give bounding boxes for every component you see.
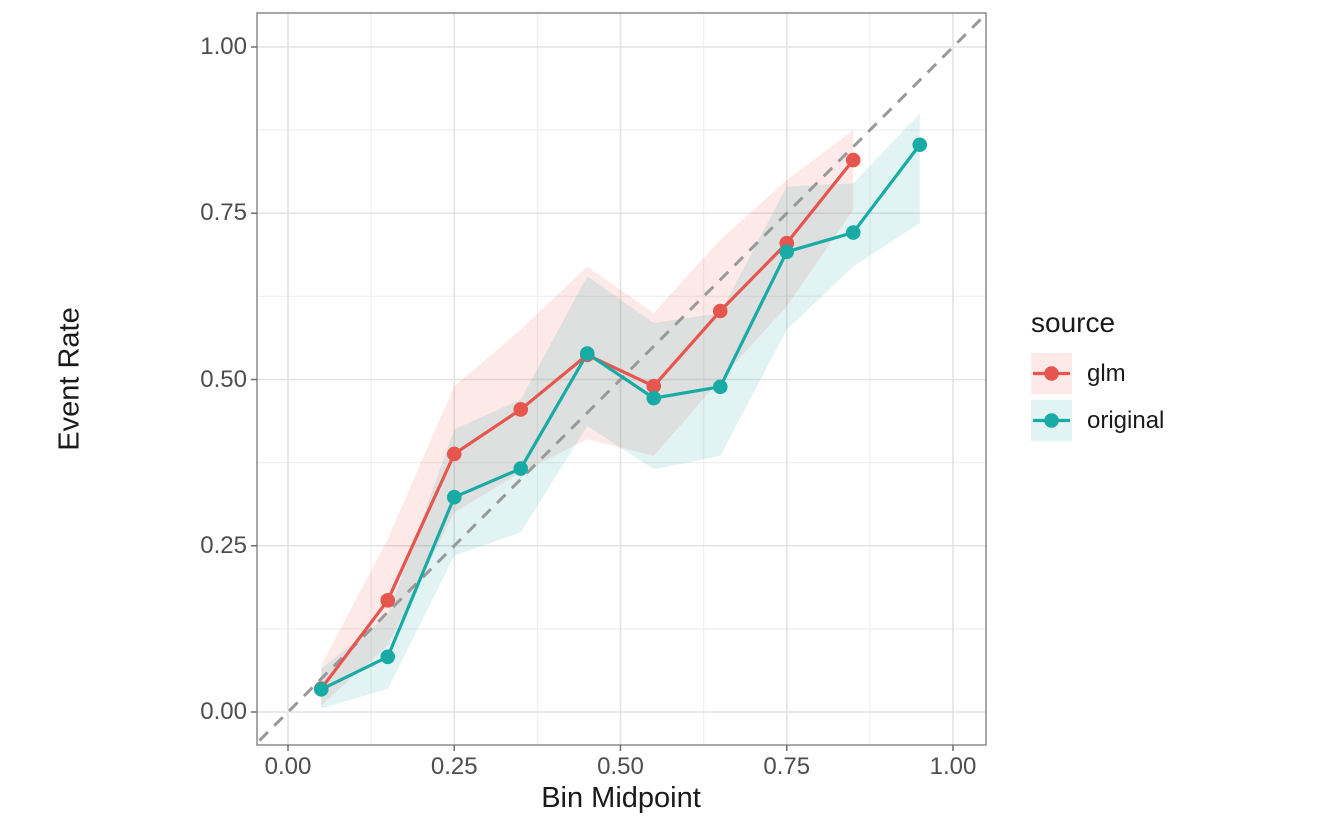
point-glm (380, 592, 396, 608)
legend: source glm original (1031, 307, 1164, 447)
y-tick-label: 0.00 (200, 698, 247, 725)
x-tick-label: 0.50 (597, 753, 644, 780)
point-original (912, 137, 928, 153)
legend-glyph-glm (1033, 366, 1070, 381)
legend-glyph-original (1033, 413, 1070, 428)
x-tick-label: 0.75 (763, 753, 811, 780)
y-tick-label: 1.00 (200, 33, 247, 60)
x-tick-label: 0.25 (430, 753, 478, 780)
point-original (779, 244, 795, 260)
legend-item-glm: glm (1031, 353, 1164, 394)
legend-key-original (1031, 400, 1072, 441)
y-axis-title: Event Rate (53, 307, 86, 451)
legend-label-glm: glm (1087, 359, 1126, 387)
line-original (320, 143, 922, 691)
legend-item-original: original (1031, 400, 1164, 441)
y-tick-label: 0.50 (200, 365, 247, 393)
point-original (845, 225, 861, 240)
legend-items: glm original (1031, 353, 1164, 441)
y-tick-label: 0.75 (200, 199, 247, 227)
point-original (513, 461, 529, 476)
point-original (446, 489, 462, 505)
y-tick-label: 0.25 (200, 531, 247, 559)
point-glm (446, 446, 462, 462)
point-original (313, 682, 329, 697)
point-glm (646, 378, 662, 394)
point-glm (513, 402, 529, 417)
legend-label-original: original (1087, 406, 1165, 434)
x-axis-title: Bin Midpoint (541, 782, 701, 814)
point-original (380, 649, 396, 665)
point-glm (712, 303, 728, 319)
x-tick-label: 1.00 (929, 753, 977, 780)
legend-title: source (1031, 307, 1116, 338)
legend-key-glm (1031, 353, 1072, 394)
point-glm (845, 152, 861, 168)
legend-point (1044, 366, 1059, 381)
legend-point (1044, 413, 1059, 428)
point-original (712, 379, 728, 395)
point-original (646, 390, 662, 406)
point-original (579, 346, 595, 361)
ribbon-glm (321, 130, 854, 706)
x-tick-label: 0.00 (264, 753, 312, 780)
